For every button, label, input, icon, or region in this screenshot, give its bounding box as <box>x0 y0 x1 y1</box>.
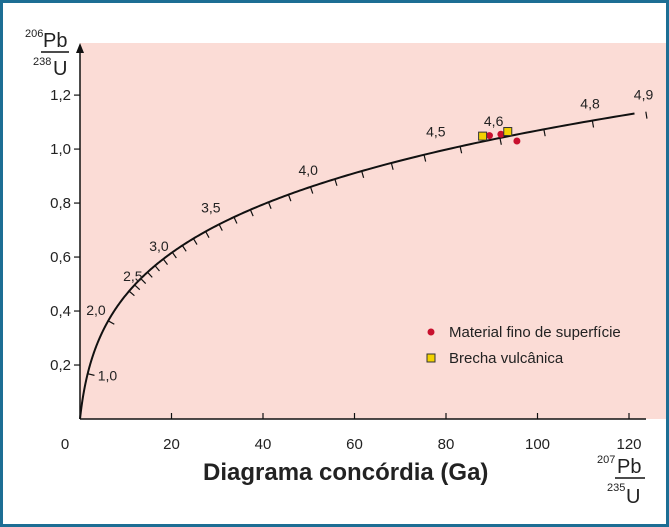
x-tick-label: 20 <box>163 436 180 453</box>
concordia-age-label: 4,8 <box>580 96 600 112</box>
concordia-tick <box>107 320 115 325</box>
legend-label: Brecha vulcânica <box>449 350 564 367</box>
concordia-tick <box>423 154 427 162</box>
concordia-tick <box>645 111 648 119</box>
concordia-tick <box>181 245 187 252</box>
concordia-age-label: 1,0 <box>98 368 118 384</box>
concordia-chart: 1,0 2,0 2,5 3,0 3,5 4,0 4,5 4,6 4,8 4,9 0 20 40 60 80… <box>25 28 666 508</box>
concordia-tick <box>361 170 365 178</box>
concordia-tick <box>140 278 147 284</box>
concordia-age-label: 2,0 <box>86 302 106 318</box>
y-label-top: Pb <box>43 30 67 52</box>
y-label-bottom: U <box>53 58 67 80</box>
concordia-tick <box>162 258 168 265</box>
x-label-bottom: U <box>626 486 640 508</box>
x-label-sup-bottom: 235 <box>607 482 625 494</box>
y-label-sup-bottom: 238 <box>33 56 51 68</box>
concordia-age-label: 4,6 <box>484 113 504 129</box>
concordia-tick <box>218 224 223 231</box>
concordia-tick <box>459 146 463 154</box>
concordia-tick <box>591 120 595 128</box>
point-brecha-vulcanica <box>503 127 513 137</box>
concordia-age-label: 2,5 <box>123 268 143 284</box>
point-brecha-vulcanica <box>478 131 488 141</box>
concordia-tick <box>499 137 502 145</box>
x-label-top: Pb <box>617 456 641 478</box>
y-axis-arrow <box>76 43 84 53</box>
concordia-age-label: 3,0 <box>149 238 169 254</box>
concordia-tick <box>134 284 141 291</box>
x-tick-label: 40 <box>255 436 272 453</box>
legend-label: Material fino de superfície <box>449 324 621 341</box>
concordia-tick <box>147 271 153 278</box>
data-points <box>478 127 521 145</box>
concordia-tick <box>205 231 210 238</box>
concordia-age-labels: 1,0 2,0 2,5 3,0 3,5 4,0 4,5 4,6 4,8 4,9 <box>86 87 653 384</box>
plot-background <box>80 43 666 419</box>
concordia-age-label: 4,5 <box>426 123 446 139</box>
x-axis-ticks: 0 20 40 60 80 100 120 <box>61 413 642 453</box>
x-tick-label: 60 <box>346 436 363 453</box>
concordia-tick <box>154 265 160 272</box>
point-material-fino <box>485 132 493 140</box>
concordia-tick <box>192 238 198 245</box>
x-tick-label: 0 <box>61 436 69 453</box>
y-axis-ticks: 0,2 0,4 0,6 0,8 1,0 1,2 <box>50 87 80 374</box>
y-axis-label: 206 Pb 238 U <box>25 28 69 80</box>
concordia-tick <box>128 290 135 297</box>
legend: Material fino de superfície Brecha vulcân… <box>426 324 621 367</box>
y-tick-label: 0,2 <box>50 357 71 374</box>
legend-marker-circle <box>427 328 435 336</box>
y-tick-label: 0,8 <box>50 195 71 212</box>
concordia-tick <box>543 129 546 137</box>
concordia-age-label: 3,5 <box>201 199 221 215</box>
concordia-age-label: 4,9 <box>634 87 654 103</box>
legend-marker-square <box>426 353 436 363</box>
y-tick-label: 0,4 <box>50 303 71 320</box>
concordia-tick <box>390 162 394 170</box>
concordia-tick <box>87 373 95 376</box>
concordia-tick <box>233 216 238 224</box>
x-tick-label: 100 <box>525 436 550 453</box>
concordia-tick <box>267 202 272 209</box>
x-label-sup-top: 207 <box>597 454 615 466</box>
concordia-tick <box>287 194 292 202</box>
concordia-ticks <box>87 111 648 376</box>
y-label-sup-top: 206 <box>25 28 43 40</box>
concordia-tick <box>334 178 338 186</box>
y-tick-label: 1,0 <box>50 141 71 158</box>
concordia-curve <box>79 112 635 420</box>
concordia-age-label: 4,0 <box>299 162 319 178</box>
concordia-tick <box>309 186 314 194</box>
concordia-tick <box>171 251 177 259</box>
chart-title: Diagrama concórdia (Ga) <box>203 459 488 486</box>
x-tick-label: 120 <box>616 436 641 453</box>
x-axis-label: 207 Pb 235 U <box>597 454 645 508</box>
y-tick-label: 1,2 <box>50 87 71 104</box>
point-material-fino <box>497 130 505 138</box>
concordia-tick <box>249 209 254 217</box>
x-tick-label: 80 <box>438 436 455 453</box>
y-tick-label: 0,6 <box>50 249 71 266</box>
point-material-fino <box>513 137 521 145</box>
